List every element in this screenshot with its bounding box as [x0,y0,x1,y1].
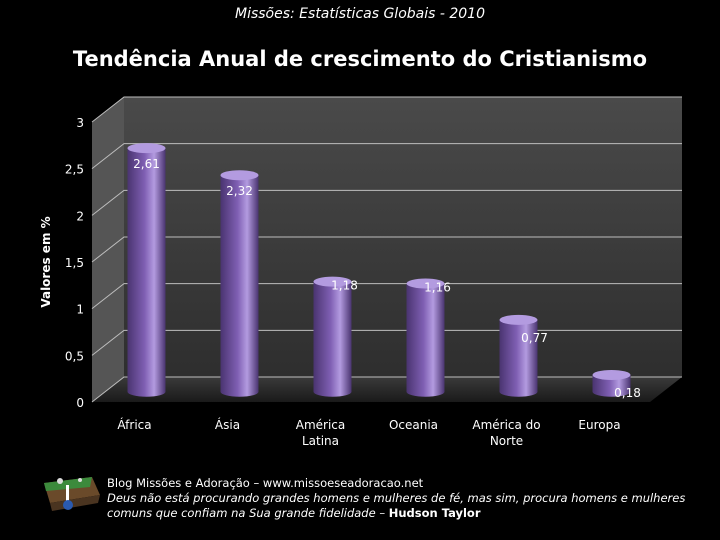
data-label: 2,32 [226,184,253,198]
gridline [91,189,682,216]
category-label: América [296,418,346,432]
bar [592,374,631,397]
bar [406,283,445,397]
bar-top [499,314,538,325]
category-label: Latina [302,434,339,448]
y-tick-label: 0 [76,396,84,410]
gridline [91,236,682,263]
presentation-header: Missões: Estatísticas Globais - 2010 [234,6,485,22]
footer-author: Hudson Taylor [388,506,481,520]
y-tick-label: 3 [76,116,84,130]
bar-top [592,369,631,380]
y-axis-label: Valores em % [39,216,53,307]
footer-blog-line: Blog Missões e Adoração – www.missoesead… [107,476,424,490]
category-label: América do [472,418,540,432]
gridline [91,96,682,123]
category-label: Oceania [389,418,438,432]
data-label: 1,18 [331,279,358,293]
data-label: 1,16 [424,280,451,294]
data-label: 0,77 [521,331,548,345]
footer-quote-line: Deus não está procurando grandes homens … [107,491,686,505]
gridline [91,143,682,170]
gridline [91,283,682,310]
data-label: 2,61 [133,157,160,171]
blog-logo-icon [40,473,102,517]
category-label: Norte [490,434,523,448]
bar-top [406,278,445,289]
footer-text: Blog Missões e Adoração – www.missoesead… [107,476,707,521]
bar [220,175,259,397]
y-tick-label: 1 [76,303,84,317]
y-tick-label: 1,5 [65,256,84,270]
category-label: Ásia [215,417,240,432]
y-tick-label: 2,5 [65,163,84,177]
gridline [91,376,682,403]
bar [313,281,352,397]
bar [127,148,166,397]
y-tick-label: 0,5 [65,349,84,363]
category-label: África [117,417,151,432]
bar-top [127,143,166,154]
category-label: Europa [578,418,620,432]
bar-top [313,276,352,287]
footer-quote-line-2: comuns que confiam na Sua grande fidelid… [107,506,707,521]
y-tick-label: 2 [76,209,84,223]
chart-title: Tendência Anual de crescimento do Cristi… [72,47,648,71]
gridline [91,329,682,356]
bar-top [220,170,259,181]
data-label: 0,18 [614,386,641,400]
footer-quote-end: comuns que confiam na Sua grande fidelid… [107,506,389,520]
bar [499,319,538,397]
